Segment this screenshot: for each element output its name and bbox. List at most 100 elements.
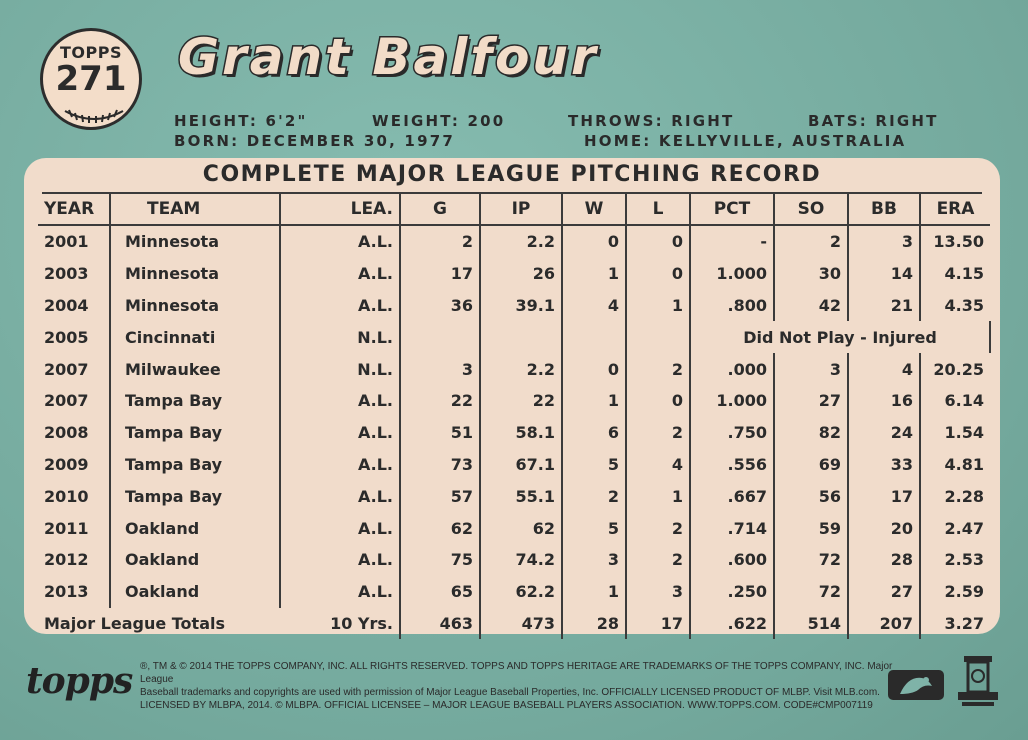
legal-text: ®, TM & © 2014 THE TOPPS COMPANY, INC. A…	[140, 660, 900, 712]
baseball-stitch-icon	[64, 109, 124, 123]
cell-year: 2001	[38, 225, 111, 258]
cell-year: 2013	[38, 575, 111, 608]
cell-year: 2004	[38, 289, 111, 322]
cell-games: 2	[400, 225, 481, 258]
cell-wins: 6	[562, 416, 627, 449]
legal-line-1: ®, TM & © 2014 THE TOPPS COMPANY, INC. A…	[140, 661, 893, 685]
cell-wins: 4	[562, 289, 627, 322]
cell-era: 6.14	[944, 391, 984, 411]
cell-bb: 4	[848, 353, 921, 385]
cell-ip: 67.1	[480, 448, 563, 481]
cell-pct: .714	[690, 512, 775, 544]
cell-so: 69	[774, 448, 849, 481]
totals-label: Major League Totals	[44, 613, 225, 633]
bio-weight: WEIGHT: 200	[372, 112, 506, 130]
cell-games: 36	[400, 289, 481, 322]
cell-so: 56	[774, 480, 849, 513]
cell-wins: 1	[562, 575, 627, 608]
totals-bb: 207	[848, 607, 921, 640]
table-row: 2008 Tampa Bay A.L. 51 58.1 6 2.750 82 24 1.54	[38, 416, 990, 449]
cell-pct: -	[690, 225, 775, 258]
cell-league: A.L.	[280, 448, 401, 481]
cell-wins: 2	[562, 480, 627, 513]
cell-bb: 17	[848, 480, 921, 513]
cell-year: 2005	[38, 321, 111, 354]
cell-league: A.L.	[280, 512, 401, 544]
cell-league: A.L.	[280, 416, 401, 449]
cell-games: 51	[400, 416, 481, 449]
header-losses: L	[626, 194, 691, 226]
cell-so: 82	[774, 416, 849, 449]
cell-era: 2.47	[944, 518, 984, 538]
cell-wins: 0	[562, 225, 627, 258]
table-row: 2003 Minnesota A.L. 17 26 1 0 1.000 30 14 4.15	[38, 257, 990, 290]
cell-games	[400, 321, 481, 354]
totals-years: 10 Yrs.	[280, 607, 401, 640]
badge-brand: TOPPS	[60, 43, 122, 62]
table-row: 2012 Oakland A.L. 75 74.2 3 2.600 72 28 2.53	[38, 543, 990, 576]
pitching-record-table: YEAR TEAM LEA. G IP W L PCT SO BB ERA 20…	[38, 194, 991, 640]
totals-row: Major League Totals 10 Yrs. 463 473 28 17.622…	[38, 607, 990, 640]
cell-so: 72	[774, 543, 849, 576]
stats-panel: COMPLETE MAJOR LEAGUE PITCHING RECORD YE…	[24, 158, 1000, 640]
table-row: 2009 Tampa Bay A.L. 73 67.1 5 4.556 69 33 4.81	[38, 448, 990, 481]
cell-pct: .250	[690, 575, 775, 608]
table-header-row: YEAR TEAM LEA. G IP W L PCT SO BB ERA	[38, 194, 990, 226]
cell-ip	[480, 321, 563, 354]
cell-year: 2010	[38, 480, 111, 513]
cell-league: A.L.	[280, 225, 401, 258]
cell-bb: 3	[848, 225, 921, 258]
cell-pct: 1.000	[690, 384, 775, 417]
cell-so: 3	[774, 353, 849, 385]
cell-pct: .600	[690, 543, 775, 576]
cell-ip: 2.2	[480, 225, 563, 258]
bio-throws: THROWS: RIGHT	[568, 112, 735, 130]
table-row: 2007 Milwaukee N.L. 3 2.2 0 2.000 3 4 20.25	[38, 353, 990, 385]
cell-ip: 62.2	[480, 575, 563, 608]
player-name: Grant Balfour	[177, 27, 599, 88]
cell-league: N.L.	[280, 321, 401, 354]
cell-ip: 22	[480, 384, 563, 417]
table-row: 2007 Tampa Bay A.L. 22 22 1 0 1.000 27 16 6.14	[38, 384, 990, 417]
header-year: YEAR	[38, 194, 111, 226]
cell-so: 59	[774, 512, 849, 544]
cell-league: A.L.	[280, 289, 401, 322]
cell-team: Cincinnati	[110, 321, 281, 354]
cell-pct: .800	[690, 289, 775, 322]
bio-home: HOME: KELLYVILLE, AUSTRALIA	[584, 132, 907, 150]
cell-so: 72	[774, 575, 849, 608]
cell-era: 4.35	[944, 295, 984, 315]
cell-pct: .667	[690, 480, 775, 513]
cell-ip: 39.1	[480, 289, 563, 322]
cell-league: A.L.	[280, 480, 401, 513]
totals-losses: 17	[626, 607, 691, 640]
cell-team: Oakland	[110, 575, 281, 608]
cell-year: 2011	[38, 512, 111, 544]
cell-bb: 14	[848, 257, 921, 290]
cell-ip: 55.1	[480, 480, 563, 513]
cell-losses: 2	[626, 416, 691, 449]
cell-losses: 4	[626, 448, 691, 481]
cell-bb: 27	[848, 575, 921, 608]
totals-games: 463	[400, 607, 481, 640]
cell-losses: 0	[626, 257, 691, 290]
cell-games: 22	[400, 384, 481, 417]
cell-era: 2.28	[944, 486, 984, 506]
cell-year: 2008	[38, 416, 111, 449]
cell-era: 4.15	[944, 264, 984, 284]
bio-height: HEIGHT: 6'2"	[174, 112, 308, 130]
cell-era: 13.50	[933, 232, 984, 252]
table-row: 2010 Tampa Bay A.L. 57 55.1 2 1.667 56 17 2.28	[38, 480, 990, 513]
bio-born: BORN: DECEMBER 30, 1977	[174, 132, 455, 150]
stats-title: COMPLETE MAJOR LEAGUE PITCHING RECORD	[202, 162, 822, 187]
cell-games: 3	[400, 353, 481, 385]
cell-losses	[626, 321, 691, 354]
cell-losses: 1	[626, 480, 691, 513]
cell-so: 27	[774, 384, 849, 417]
cell-pct: .000	[690, 353, 775, 385]
cell-team: Tampa Bay	[110, 480, 281, 513]
cell-league: A.L.	[280, 575, 401, 608]
cell-losses: 3	[626, 575, 691, 608]
totals-so: 514	[774, 607, 849, 640]
